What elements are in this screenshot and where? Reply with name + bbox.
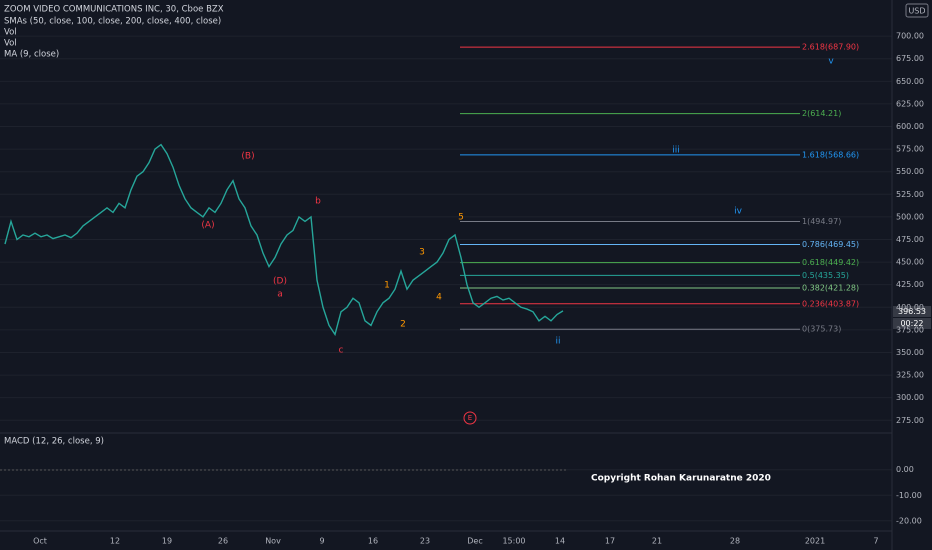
- y-tick-label: 525.00: [896, 190, 924, 199]
- y-tick-label: 425.00: [896, 280, 924, 289]
- x-label: Dec: [467, 537, 482, 546]
- time-tag-text: 00:22: [900, 319, 923, 328]
- wave-label: iv: [734, 207, 743, 217]
- x-label: Nov: [265, 537, 281, 546]
- fib-label: 0.618(449.42): [802, 258, 859, 267]
- x-label: 16: [368, 537, 378, 546]
- wave-label: 2: [400, 320, 406, 330]
- y-tick-label: 650.00: [896, 77, 924, 86]
- time-axis: Oct 12 19 26 Nov 9 16 23 Dec 15:00 14 17…: [33, 537, 878, 546]
- price-tag-text: 396.53: [898, 307, 926, 316]
- y-tick-label: 400.00: [896, 303, 924, 312]
- fib-label: 0.5(435.35): [802, 271, 849, 280]
- y-tick-label: 675.00: [896, 54, 924, 63]
- wave-label: 5: [458, 213, 464, 223]
- x-label: Oct: [33, 537, 47, 546]
- fib-label: 1(494.97): [802, 217, 841, 226]
- indicator: Vol: [4, 39, 17, 49]
- macd-title: MACD (12, 26, close, 9): [4, 437, 104, 447]
- y-tick-label: 275.00: [896, 416, 924, 425]
- copyright: Copyright Rohan Karunaratne 2020: [591, 474, 771, 484]
- x-label: 12: [110, 537, 120, 546]
- wave-label: ii: [555, 337, 560, 347]
- indicator: MA (9, close): [4, 50, 59, 60]
- x-label: 14: [555, 537, 565, 546]
- fib-label: 2(614.21): [802, 109, 841, 118]
- wave-label: 1: [384, 281, 390, 291]
- wave-label: (A): [201, 221, 214, 231]
- y-tick-label: 600.00: [896, 122, 924, 131]
- indicator: Vol: [4, 28, 17, 38]
- wave-label: a: [277, 290, 283, 300]
- wave-label: c: [339, 346, 344, 356]
- fib-label: 0.236(403.87): [802, 299, 859, 308]
- wave-label: (D): [273, 277, 287, 287]
- x-label: 21: [652, 537, 662, 546]
- y-tick-label: 475.00: [896, 235, 924, 244]
- wave-label: 3: [419, 248, 425, 258]
- wave-label: b: [315, 197, 321, 207]
- wave-label: E: [468, 414, 472, 422]
- y-tick-label: 550.00: [896, 167, 924, 176]
- y-tick-label: 375.00: [896, 325, 924, 334]
- x-label: 2021: [805, 537, 825, 546]
- time-tag: [893, 318, 931, 329]
- x-label: 17: [605, 537, 615, 546]
- currency: USD: [908, 7, 925, 16]
- x-label: 9: [319, 537, 324, 546]
- y-tick-label: 300.00: [896, 393, 924, 402]
- y-tick-label: 500.00: [896, 212, 924, 221]
- y-tick-label: 350.00: [896, 348, 924, 357]
- symbol-title: ZOOM VIDEO COMMUNICATIONS INC, 30, Cboe …: [4, 5, 224, 15]
- fib-label: 2.618(687.90): [802, 43, 859, 52]
- price-tag: [893, 306, 931, 317]
- y-tick-label: 575.00: [896, 145, 924, 154]
- fib-label: 0(375.73): [802, 325, 841, 334]
- fib-label: 1.618(568.66): [802, 150, 859, 159]
- x-label: 28: [730, 537, 740, 546]
- x-label: 23: [420, 537, 430, 546]
- y-tick-label: 450.00: [896, 258, 924, 267]
- x-label: 7: [873, 537, 878, 546]
- wave-label: 4: [436, 293, 442, 303]
- wave-label: v: [828, 57, 834, 67]
- macd-tick-label: 0.00: [896, 465, 914, 474]
- macd-tick-label: -20.00: [896, 516, 922, 525]
- y-tick-label: 325.00: [896, 371, 924, 380]
- indicator: SMAs (50, close, 100, close, 200, close,…: [4, 17, 221, 27]
- earnings-marker: [463, 411, 477, 425]
- x-label: 26: [218, 537, 228, 546]
- x-label: 19: [162, 537, 172, 546]
- wave-labels: (B) (A) (D) a b c 1 2 3 4 5 iii iv v ii …: [201, 57, 834, 425]
- x-label: 15:00: [502, 537, 525, 546]
- grid: [0, 35, 892, 522]
- macd-tick-label: -10.00: [896, 491, 922, 500]
- fib-label: 0.786(469.45): [802, 240, 859, 249]
- fib-label: 0.382(421.28): [802, 284, 859, 293]
- currency-box: [905, 3, 929, 18]
- marks: [4, 46, 800, 337]
- price-line: [4, 143, 564, 337]
- wave-label: iii: [672, 146, 680, 156]
- y-tick-label: 625.00: [896, 99, 924, 108]
- wave-label: (B): [241, 152, 254, 162]
- y-tick-label: 700.00: [896, 32, 924, 41]
